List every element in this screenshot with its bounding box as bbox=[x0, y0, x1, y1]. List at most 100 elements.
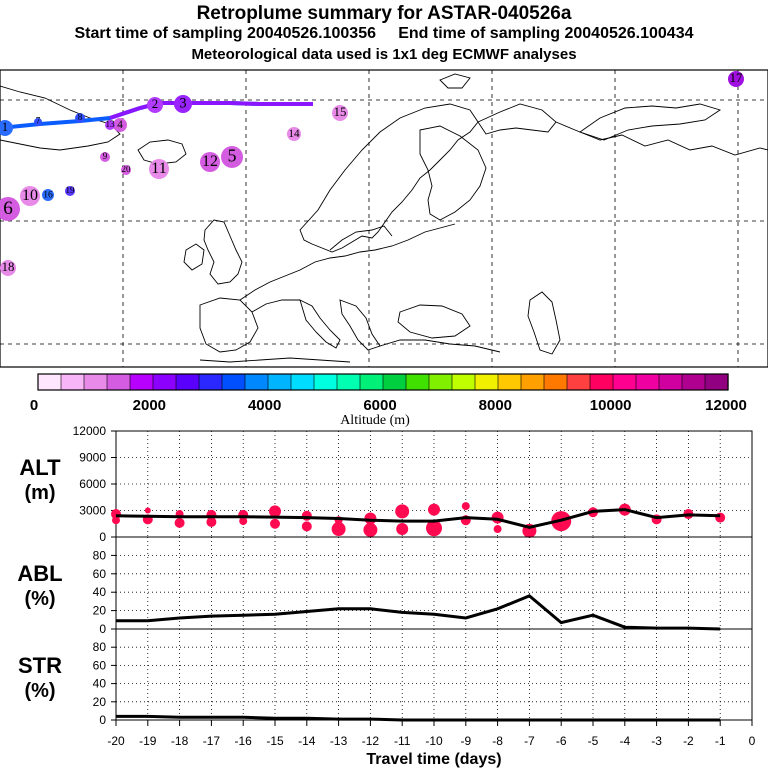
colorbar-segment bbox=[290, 373, 315, 391]
y-tick-label: 20 bbox=[93, 604, 107, 618]
colorbar-segment bbox=[681, 373, 706, 391]
plume-circle bbox=[42, 189, 54, 201]
panel-ylabel-unit: (%) bbox=[24, 680, 55, 702]
plume-circle bbox=[20, 186, 40, 206]
x-tick-label: -10 bbox=[425, 734, 443, 748]
colorbar-segment bbox=[612, 373, 637, 391]
plume-circle bbox=[728, 71, 744, 87]
plume-point-14: 14 bbox=[287, 127, 301, 141]
colorbar-segment bbox=[474, 373, 499, 391]
altitude-point bbox=[174, 517, 185, 528]
colorbar-tick-label: 6000 bbox=[363, 397, 396, 414]
plume-label: 17 bbox=[730, 71, 743, 85]
plume-point-11: 11 bbox=[149, 159, 169, 179]
colorbar-tick-label: 2000 bbox=[133, 397, 166, 414]
plume-circle bbox=[34, 118, 42, 126]
x-axis-title: Travel time (days) bbox=[366, 751, 501, 768]
y-tick-label: 40 bbox=[93, 585, 107, 599]
plume-circle bbox=[65, 186, 75, 196]
altitude-point bbox=[301, 510, 312, 521]
plume-circle bbox=[147, 97, 163, 113]
colorbar-segment bbox=[359, 373, 384, 391]
plume-circle bbox=[0, 260, 16, 276]
colorbar-frame bbox=[37, 373, 729, 391]
plume-label: 13 bbox=[106, 119, 116, 129]
colorbar-tick-label: 10000 bbox=[590, 397, 632, 414]
panel-ylabel-unit: (%) bbox=[24, 588, 55, 610]
altitude-point bbox=[238, 509, 249, 520]
colorbar-tick-label: 12000 bbox=[705, 397, 747, 414]
colorbar-segment bbox=[658, 373, 683, 391]
x-tick-label: -7 bbox=[524, 734, 535, 748]
colorbar-segment bbox=[589, 373, 614, 391]
colorbar-segment bbox=[520, 373, 545, 391]
x-tick-label: -17 bbox=[203, 734, 221, 748]
y-tick-label: 60 bbox=[93, 658, 107, 672]
altitude-point bbox=[206, 516, 217, 527]
y-tick-label: 0 bbox=[99, 713, 106, 727]
plume-label: 10 bbox=[22, 187, 38, 204]
colorbar-segment bbox=[267, 373, 292, 391]
plume-point-17: 17 bbox=[728, 71, 744, 87]
plume-circle bbox=[121, 165, 131, 175]
x-tick-label: -14 bbox=[298, 734, 316, 748]
x-tick-label: -5 bbox=[588, 734, 599, 748]
colorbar-segment bbox=[497, 373, 522, 391]
colorbar-segment bbox=[244, 373, 269, 391]
series-line bbox=[116, 714, 721, 722]
altitude-point bbox=[426, 520, 442, 537]
plume-point-9: 9 bbox=[100, 151, 110, 162]
colorbar-segment bbox=[313, 373, 338, 391]
colorbar-segment bbox=[129, 373, 154, 391]
x-tick-label: -1 bbox=[715, 734, 726, 748]
chart-title: Retroplume summary for ASTAR-040526a bbox=[196, 3, 572, 24]
plume-circle bbox=[75, 113, 85, 123]
x-tick-label: -13 bbox=[330, 734, 348, 748]
colorbar-title: Altitude (m) bbox=[340, 413, 410, 428]
altitude-point bbox=[461, 502, 470, 511]
x-axis: -20 -19 -18 -17 -16 -15 -14 -13 -12 -11 -10 -9 -8 -7-… bbox=[107, 720, 756, 768]
altitude-point bbox=[301, 521, 312, 532]
altitude-point bbox=[331, 522, 346, 537]
colorbar-segment bbox=[451, 373, 476, 391]
colorbar-segment bbox=[198, 373, 223, 391]
plume-circle bbox=[113, 118, 127, 132]
sampling-times: Start time of sampling 20040526.100356 E… bbox=[0, 25, 768, 43]
plume-circle bbox=[221, 146, 243, 168]
colorbar-segment bbox=[221, 373, 246, 391]
altitude-point bbox=[395, 504, 410, 519]
panel-ylabel-unit: (m) bbox=[24, 482, 55, 504]
colorbar-segment bbox=[382, 373, 407, 391]
plume-label: 2 bbox=[152, 97, 158, 111]
colorbar-segment bbox=[175, 373, 200, 391]
colorbar-segment bbox=[405, 373, 430, 391]
altitude-point bbox=[269, 505, 281, 518]
plume-point-13: 13 bbox=[105, 119, 115, 130]
panel-alt: 0 3000 6000 9000 12000 ALT(m) bbox=[19, 424, 753, 544]
altitude-point bbox=[270, 518, 280, 529]
altitude-point bbox=[493, 525, 502, 534]
plume-circle bbox=[332, 105, 348, 121]
plume-label: 19 bbox=[66, 185, 76, 195]
y-tick-label: 9000 bbox=[79, 451, 106, 465]
x-tick-label: -3 bbox=[651, 734, 662, 748]
altitude-point bbox=[428, 503, 440, 516]
plume-point-16: 16 bbox=[42, 189, 54, 201]
x-tick-label: -16 bbox=[235, 734, 253, 748]
plume-label: 16 bbox=[43, 189, 53, 200]
panel-abl: 0 20 40 60 80 ABL(%) bbox=[17, 536, 753, 636]
altitude-point bbox=[363, 522, 378, 537]
colorbar-segment bbox=[704, 373, 729, 391]
y-tick-label: 80 bbox=[93, 640, 107, 654]
plume-point-10: 10 bbox=[20, 186, 40, 206]
panel-frame bbox=[115, 628, 753, 721]
plume-label: 3 bbox=[179, 96, 186, 112]
x-tick-label: -9 bbox=[460, 734, 471, 748]
plume-label: 11 bbox=[151, 160, 166, 177]
y-tick-label: 40 bbox=[93, 677, 107, 691]
y-tick-label: 6000 bbox=[79, 477, 106, 491]
plume-circle bbox=[149, 159, 169, 179]
plume-point-6: 6 bbox=[0, 197, 20, 221]
y-tick-label: 3000 bbox=[79, 504, 106, 518]
